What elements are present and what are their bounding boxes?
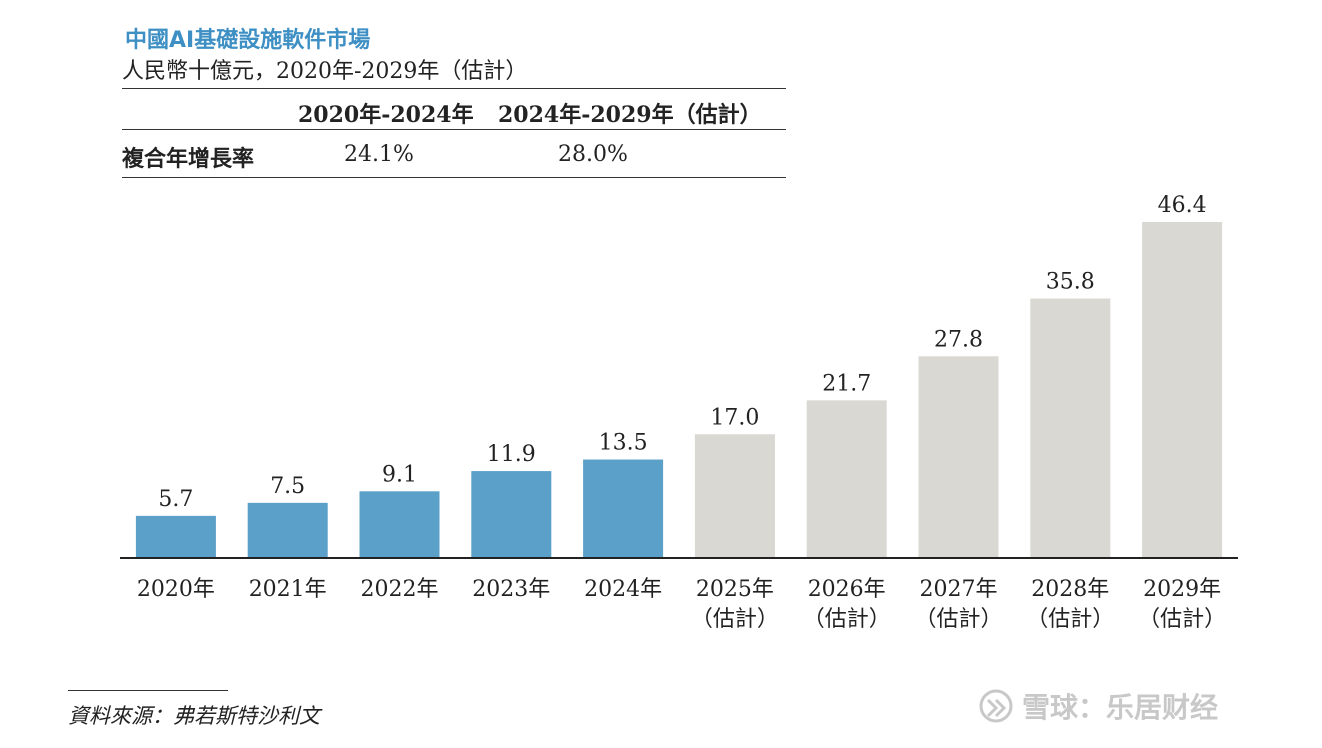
cagr-row-label: 複合年增長率 (122, 147, 255, 172)
bar-1 (135, 515, 216, 557)
x-tick-label-10-note: （估計） (1138, 607, 1226, 632)
bar-value-label-4: 11.9 (487, 442, 536, 467)
x-tick-label-6-note: （估計） (691, 607, 779, 632)
x-tick-label-8-note: （估計） (914, 607, 1002, 632)
watermark: 雪球：乐居财经 (978, 686, 1218, 726)
bar-3 (359, 491, 440, 557)
cagr-period-header-historical: 2020年-2024年 (298, 102, 474, 128)
bar-value-label-3: 9.1 (382, 462, 417, 487)
x-tick-label-8: 2027年 (920, 577, 998, 602)
bar-10 (1142, 222, 1223, 557)
bar-8 (918, 356, 999, 557)
bar-value-label-7: 21.7 (822, 371, 871, 396)
x-tick-label-7: 2026年 (808, 577, 886, 602)
bar-value-label-9: 35.8 (1046, 270, 1095, 295)
bar-5 (583, 459, 664, 557)
bar-value-label-10: 46.4 (1158, 193, 1207, 218)
x-tick-label-6: 2025年 (696, 577, 774, 602)
cagr-table-header: 2020年-2024年 2024年-2029年（估計） (122, 89, 786, 130)
bar-4 (471, 471, 552, 557)
source-note: 資料來源：弗若斯特沙利文 (68, 704, 320, 728)
x-tick-label-2: 2021年 (249, 577, 327, 602)
x-tick-label-5: 2024年 (584, 577, 662, 602)
bar-value-label-6: 17.0 (710, 405, 759, 430)
x-tick-label-9: 2028年 (1031, 577, 1109, 602)
bar-value-label-2: 7.5 (270, 474, 305, 499)
x-tick-label-10: 2029年 (1143, 577, 1221, 602)
cagr-value-historical: 24.1% (344, 142, 414, 167)
bar-value-label-1: 5.7 (158, 487, 193, 512)
source-divider (68, 690, 228, 691)
bar-value-label-8: 27.8 (934, 327, 983, 352)
x-tick-label-4: 2023年 (472, 577, 550, 602)
x-tick-label-1: 2020年 (137, 577, 215, 602)
x-tick-label-7-note: （估計） (803, 607, 891, 632)
cagr-table: 2020年-2024年 2024年-2029年（估計） 複合年增長率 24.1%… (122, 88, 786, 178)
watermark-text: 雪球：乐居财经 (1022, 691, 1219, 724)
chart-subtitle: 人民幣十億元，2020年-2029年（估計） (122, 59, 528, 84)
bar-9 (1030, 298, 1111, 557)
chart-title: 中國AI基礎設施軟件市場 (125, 28, 371, 53)
cagr-period-header-forecast: 2024年-2029年（估計） (498, 102, 762, 128)
cagr-table-row: 複合年增長率 24.1% 28.0% (122, 130, 786, 178)
x-tick-label-9-note: （估計） (1026, 607, 1114, 632)
snowball-logo-icon (979, 689, 1013, 723)
bar-2 (247, 502, 328, 557)
bar-6 (694, 434, 775, 557)
bar-value-label-5: 13.5 (599, 431, 648, 456)
cagr-value-forecast: 28.0% (558, 142, 628, 167)
x-tick-label-3: 2022年 (361, 577, 439, 602)
bar-7 (806, 400, 887, 557)
